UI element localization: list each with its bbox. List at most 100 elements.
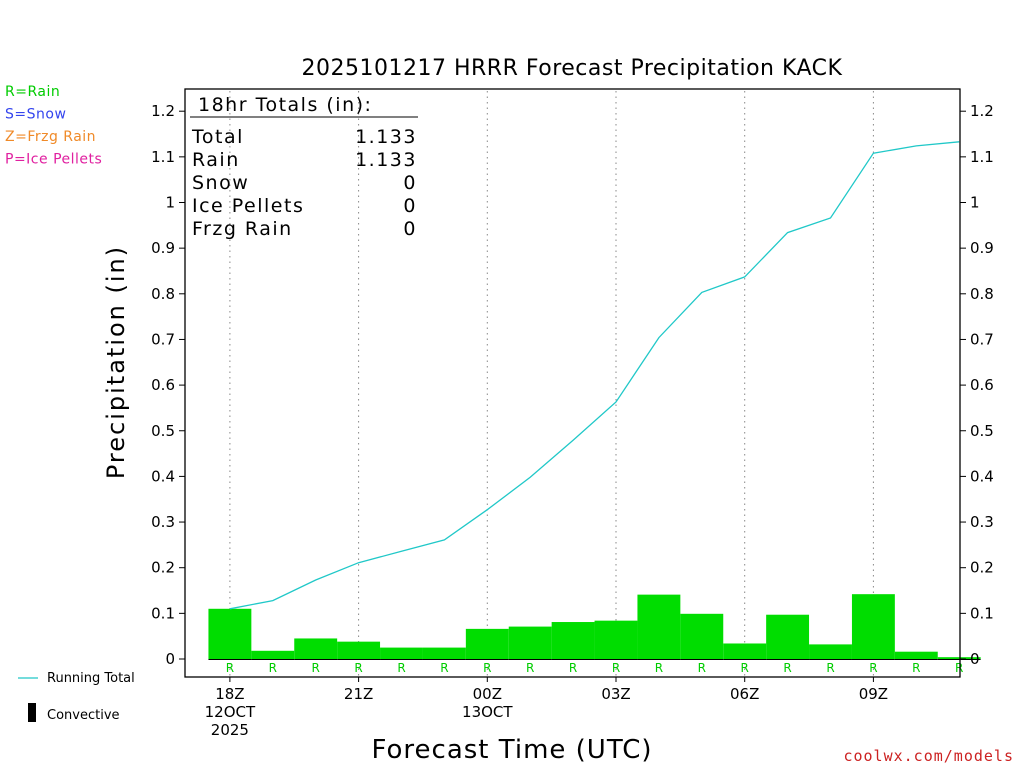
precip-type-label: R (226, 661, 234, 675)
y-tick-label-right: 0.2 (970, 559, 994, 577)
precip-type-label: R (655, 661, 663, 675)
type-legend-entry: Z=Frzg Rain (5, 129, 96, 145)
y-tick-label-left: 0.2 (151, 559, 175, 577)
precip-type-label: R (955, 661, 963, 675)
y-tick-label-right: 0.5 (970, 422, 994, 440)
precip-bar (337, 641, 381, 659)
y-tick-label-left: 0.5 (151, 422, 175, 440)
precip-bar (680, 613, 724, 659)
precip-bar (937, 657, 981, 659)
precip-type-legend: R=Rain S=Snow Z=Frzg Rain P=Ice Pellets (5, 84, 102, 168)
plot-frame (184, 88, 961, 678)
precip-bar (594, 620, 638, 659)
precip-type-label: R (440, 661, 448, 675)
y-tick-label-left: 1 (165, 194, 175, 212)
totals-row-label: Rain (192, 149, 240, 171)
x-axis-label: Forecast Time (UTC) (371, 735, 652, 765)
convective-legend-label: Convective (47, 708, 120, 723)
precip-type-label: R (397, 661, 405, 675)
x-tick-label: 03Z (601, 685, 630, 703)
x-tick-label: 13OCT (462, 703, 513, 721)
type-legend-entry: R=Rain (5, 84, 60, 100)
totals-row-value: 0 (403, 172, 417, 194)
y-tick-label-right: 0 (970, 650, 980, 668)
x-tick-label: 06Z (730, 685, 759, 703)
precip-type-label: R (698, 661, 706, 675)
y-tick-label-left: 0.3 (151, 513, 175, 531)
precip-type-label: R (869, 661, 877, 675)
precip-bar (851, 594, 895, 659)
precip-bar (551, 622, 595, 659)
precip-bar (465, 628, 509, 659)
type-legend-entry: S=Snow (5, 107, 66, 123)
precip-bar (294, 638, 338, 659)
y-tick-label-right: 1.1 (970, 148, 994, 166)
totals-row-label: Snow (192, 172, 249, 194)
y-tick-label-left: 0.4 (151, 467, 175, 485)
y-tick-label-left: 0.1 (151, 604, 175, 622)
chart-title: 2025101217 HRRR Forecast Precipitation K… (302, 56, 843, 81)
y-tick-label-left: 1.2 (151, 102, 175, 120)
precip-type-label: R (912, 661, 920, 675)
totals-row-value: 1.133 (355, 149, 417, 171)
type-legend-entry: P=Ice Pellets (5, 152, 102, 168)
y-tick-label-left: 0.8 (151, 285, 175, 303)
precip-type-label: R (354, 661, 362, 675)
x-tick-label: 09Z (859, 685, 888, 703)
vertical-grid-lines (229, 91, 874, 677)
precip-type-label: R (526, 661, 534, 675)
x-tick-label: 21Z (344, 685, 373, 703)
y-tick-label-right: 0.6 (970, 376, 994, 394)
precip-bar (809, 644, 852, 659)
y-tick-label-right: 0.1 (970, 604, 994, 622)
precip-type-label: R (826, 661, 834, 675)
y-tick-label-left: 0.9 (151, 239, 175, 257)
precip-bar (637, 594, 681, 659)
precip-bar (380, 647, 423, 659)
y-tick-label-right: 0.3 (970, 513, 994, 531)
totals-row-value: 0 (403, 218, 417, 240)
y-tick-label-left: 0.7 (151, 330, 175, 348)
convective-legend-swatch (28, 703, 36, 722)
precip-bar (422, 647, 466, 659)
running-total-line (229, 141, 960, 610)
precip-bar (208, 608, 252, 659)
precip-bar (251, 650, 295, 659)
y-tick-label-right: 0.8 (970, 285, 994, 303)
y-tick-label-right: 0.4 (970, 467, 994, 485)
y-tick-label-left: 0.6 (151, 376, 175, 394)
totals-row-label: Total (191, 126, 244, 148)
totals-row-value: 0 (403, 195, 417, 217)
y-tick-label-right: 0.9 (970, 239, 994, 257)
x-tick-label: 18Z (215, 685, 244, 703)
precip-type-label: R (269, 661, 277, 675)
x-tick-label: 12OCT (205, 703, 256, 721)
running-total-series (229, 141, 960, 610)
watermark: coolwx.com/models (843, 747, 1014, 765)
precip-bar (894, 651, 938, 659)
x-tick-label: 2025 (211, 721, 249, 739)
precip-type-label: R (783, 661, 791, 675)
precip-type-label: R (741, 661, 749, 675)
y-tick-label-right: 1.2 (970, 102, 994, 120)
y-tick-label-right: 1 (970, 194, 980, 212)
precip-type-label: R (312, 661, 320, 675)
totals-row-value: 1.133 (355, 126, 417, 148)
totals-box: 18hr Totals (in): Total 1.133 Rain 1.133 Snow… (190, 94, 418, 240)
x-tick-label: 00Z (473, 685, 502, 703)
precip-type-label: R (483, 661, 491, 675)
precip-bar (723, 643, 767, 659)
totals-row-label: Frzg Rain (192, 218, 293, 240)
axes: 0 00.1 0.10.2 0.20.3 0.30.4 0.40.5 0.50.6 0.60.… (151, 88, 994, 739)
y-axis-label: Precipitation (in) (102, 245, 130, 479)
bottom-legend: Running Total Convective (18, 671, 135, 723)
y-tick-label-left: 0 (165, 650, 175, 668)
precip-bar (766, 614, 810, 659)
running-total-legend-label: Running Total (47, 671, 135, 686)
precip-type-label: R (612, 661, 620, 675)
totals-row-label: Ice Pellets (192, 195, 304, 217)
precip-type-label: R (569, 661, 577, 675)
precip-bar (508, 626, 552, 659)
